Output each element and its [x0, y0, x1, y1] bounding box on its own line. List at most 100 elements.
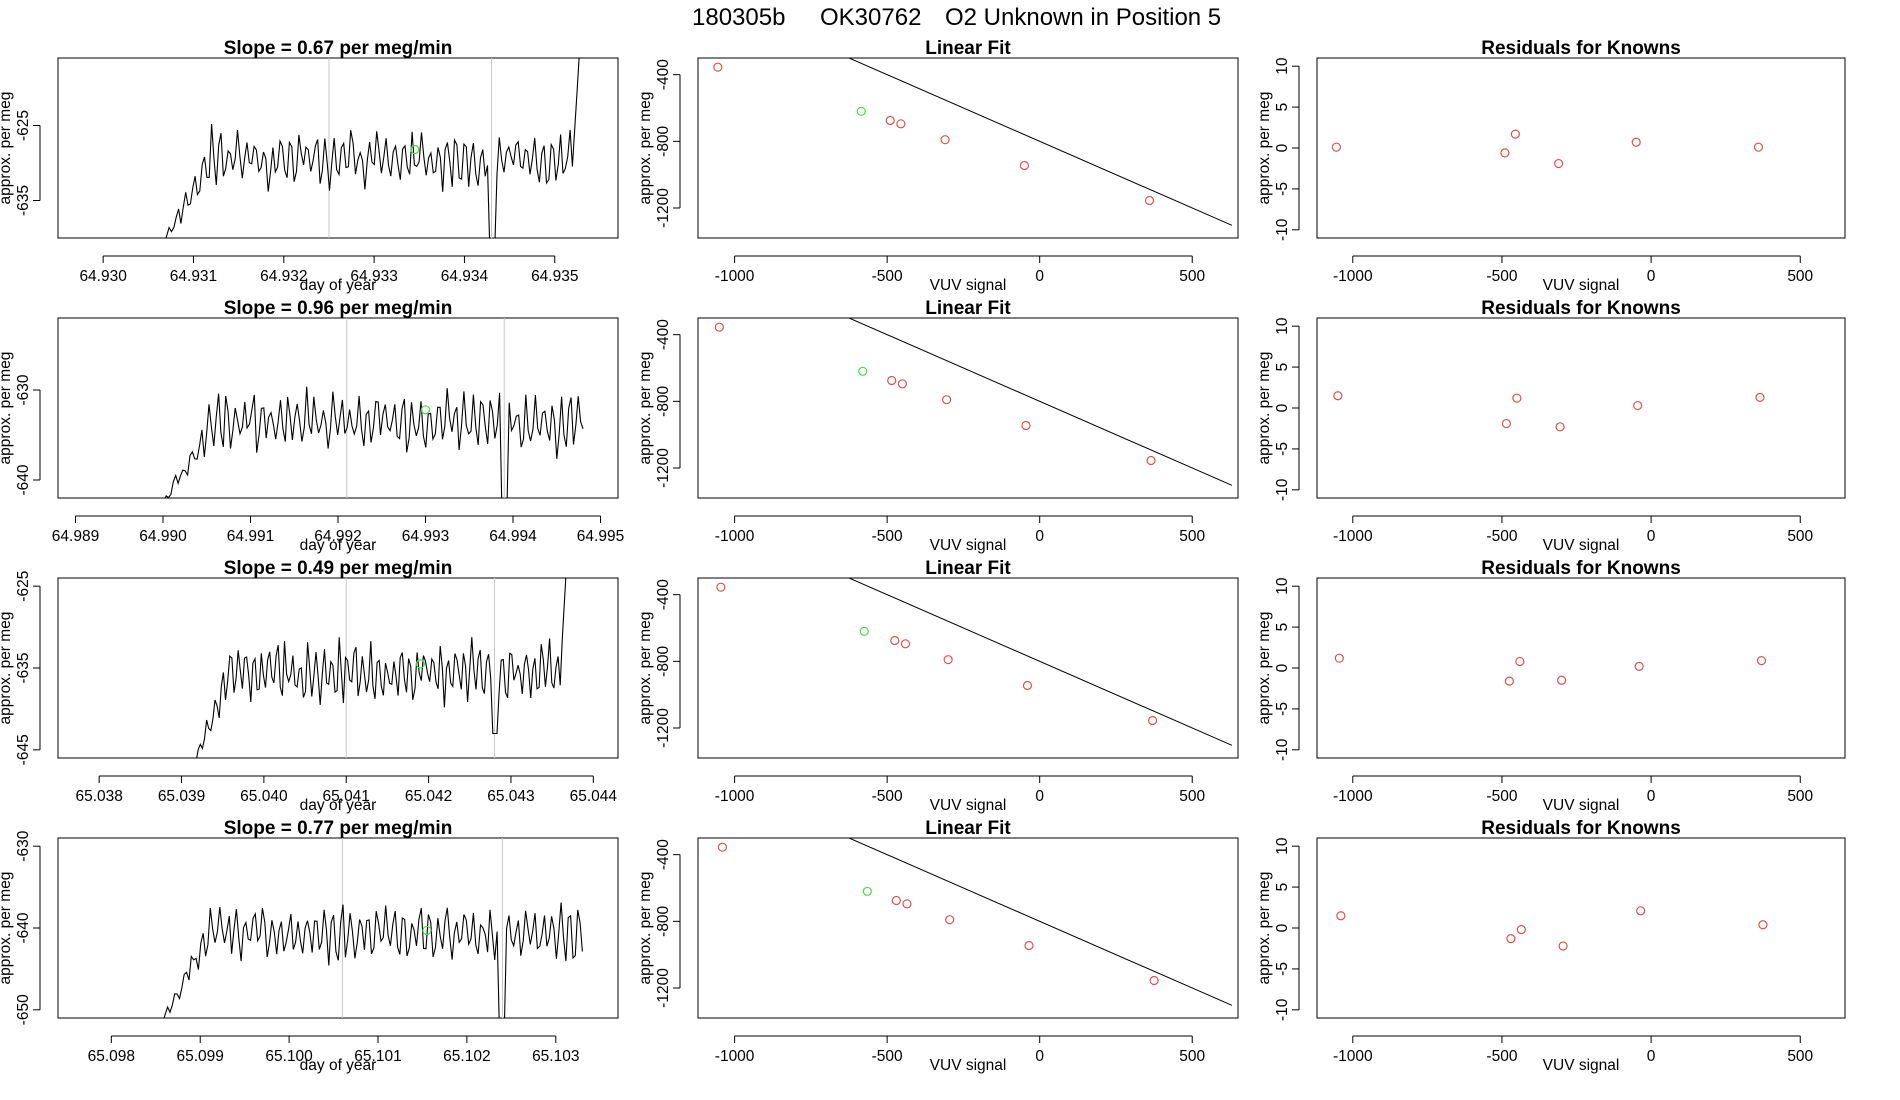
x-tick-label: 500 [1787, 268, 1813, 285]
x-tick-label: 65.039 [158, 788, 205, 805]
x-tick-label: 500 [1179, 1048, 1205, 1065]
panel-title: Slope = 0.96 per meg/min [224, 298, 453, 319]
y-axis-label: approx. per meg [0, 872, 14, 985]
plot-area [716, 578, 1233, 746]
panel-title: Slope = 0.67 per meg/min [224, 38, 453, 59]
y-tick-label: 0 [1274, 923, 1291, 932]
signal-trace [196, 578, 567, 758]
x-tick-label: 0 [1647, 268, 1656, 285]
known-point-marker [1555, 422, 1565, 432]
known-point-marker [1758, 920, 1768, 930]
x-tick-label: 0 [1035, 268, 1044, 285]
known-point-marker [1753, 142, 1764, 152]
known-point-marker [1144, 195, 1155, 206]
y-tick-label: -645 [15, 734, 32, 765]
x-tick-label: 64.991 [227, 528, 274, 545]
panel-title: Slope = 0.77 per meg/min [224, 818, 453, 839]
y-axis-label: approx. per meg [0, 352, 14, 465]
known-point-marker [1147, 715, 1158, 726]
x-tick-label: 65.102 [443, 1048, 490, 1065]
panel-title: Linear Fit [925, 298, 1011, 319]
x-axis: -1000 -500 0 500 [715, 1035, 1206, 1065]
panel-grid: Slope = 0.67 per meg/min 64.930 64.931 64.9… [0, 38, 1846, 1074]
y-tick-label: 0 [1274, 403, 1291, 412]
y-tick-label: -400 [655, 839, 672, 870]
y-tick-label: 5 [1274, 623, 1291, 632]
y-tick-label: -625 [15, 571, 32, 602]
x-tick-label: 64.995 [577, 528, 624, 545]
x-tick-label: 0 [1035, 788, 1044, 805]
known-point-marker [713, 62, 723, 72]
figure-title-tank: OK30762 [820, 4, 921, 31]
known-point-marker [1024, 940, 1034, 951]
y-axis: -400 -800 -1200 [655, 59, 681, 228]
known-point-marker [887, 375, 897, 386]
x-tick-label: -1000 [715, 268, 755, 285]
x-tick-label: 64.994 [489, 528, 537, 545]
x-axis: 65.098 65.099 65.100 65.101 65.102 65.103 [88, 1035, 579, 1065]
known-point-marker [1756, 656, 1767, 666]
known-point-marker [1331, 142, 1341, 152]
x-tick-label: 0 [1647, 1048, 1656, 1065]
known-point-marker [1755, 392, 1765, 402]
known-point-marker [1146, 455, 1156, 466]
y-tick-label: 5 [1274, 363, 1291, 372]
x-tick-label: -1000 [1333, 268, 1373, 285]
y-axis-label: approx. per meg [1256, 92, 1273, 205]
unknown-point-marker [856, 106, 866, 116]
panel-8: Linear Fit -1000 -500 0 500 VUV signal -400 -80… [637, 558, 1239, 814]
x-axis: 64.989 64.990 64.991 64.992 64.993 64.994 64.9… [52, 515, 624, 545]
known-point-marker [1515, 656, 1525, 667]
fit-line [847, 318, 1233, 486]
x-axis: 64.930 64.931 64.932 64.933 64.934 64.935 [79, 255, 578, 285]
x-axis-label: VUV signal [1543, 537, 1620, 554]
y-axis-label: approx. per meg [0, 92, 14, 205]
panel-10: Slope = 0.77 per meg/min 65.098 65.099 65.1… [0, 818, 619, 1074]
x-tick-label: 500 [1179, 788, 1205, 805]
x-axis-label: day of year [300, 1057, 377, 1074]
known-point-marker [1631, 137, 1641, 147]
x-axis: -1000 -500 0 500 [1333, 255, 1814, 285]
x-axis: -1000 -500 0 500 [715, 255, 1206, 285]
x-tick-label: 64.932 [260, 268, 307, 285]
plot-frame [697, 57, 1239, 239]
x-tick-label: -500 [1486, 528, 1517, 545]
known-point-marker [716, 582, 726, 592]
figure-title: 180305b OK30762 O2 Unknown in Position 5 [692, 4, 1221, 31]
figure-title-date: 180305b [692, 4, 785, 31]
x-axis: -1000 -500 0 500 [715, 775, 1206, 805]
x-axis-label: VUV signal [930, 537, 1007, 554]
known-point-marker [1504, 676, 1515, 686]
y-tick-label: -400 [655, 319, 672, 350]
y-axis: -635 -625 [15, 110, 41, 216]
y-tick-label: -10 [1274, 738, 1291, 761]
panel-6: Residuals for Knowns -1000 -500 0 500 VUV sig… [1256, 298, 1846, 554]
fit-line [847, 578, 1233, 746]
y-axis: -650 -640 -630 [15, 830, 41, 1025]
plot-frame [697, 577, 1239, 759]
y-tick-label: 10 [1274, 577, 1291, 595]
known-point-marker [890, 635, 900, 646]
fit-line [847, 58, 1233, 226]
x-axis: -1000 -500 0 500 [715, 515, 1206, 545]
x-tick-label: -1000 [715, 1048, 755, 1065]
plot-area [1331, 129, 1764, 169]
plot-area [1334, 653, 1767, 686]
known-point-marker [902, 899, 912, 909]
plot-area [196, 578, 567, 758]
x-tick-label: -500 [872, 268, 903, 285]
plot-frame [57, 317, 619, 499]
known-point-marker [1557, 675, 1567, 685]
y-tick-label: 10 [1274, 57, 1291, 75]
known-point-marker [896, 119, 906, 129]
known-point-marker [885, 115, 895, 126]
x-tick-label: 65.040 [240, 788, 288, 805]
x-tick-label: 500 [1179, 268, 1205, 285]
y-tick-label: -1200 [655, 968, 672, 1008]
y-tick-label: -10 [1274, 478, 1291, 501]
plot-area [1333, 391, 1765, 432]
y-axis-label: approx. per meg [637, 872, 654, 985]
y-tick-label: -630 [15, 830, 32, 861]
y-tick-label: -5 [1274, 442, 1291, 456]
x-tick-label: -500 [872, 528, 903, 545]
